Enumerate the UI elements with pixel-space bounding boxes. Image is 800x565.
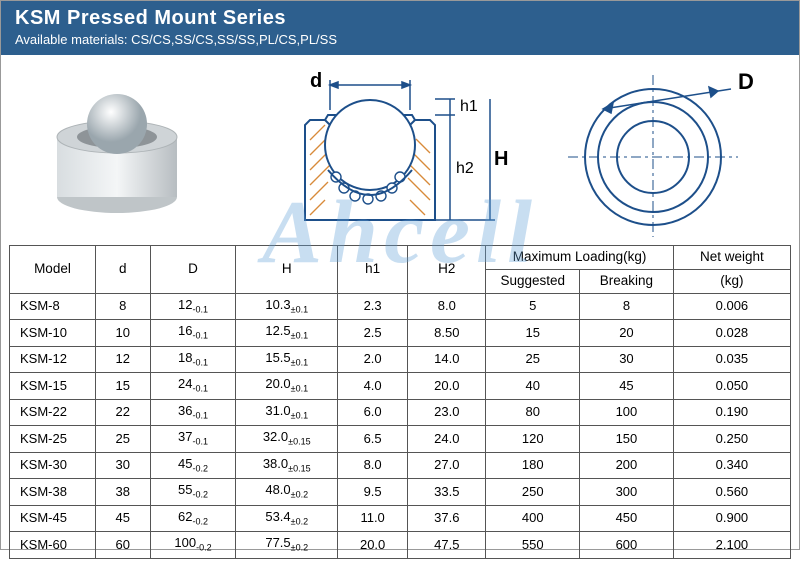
table-row: KSM-303045-0.238.0±0.158.027.01802000.34… <box>10 452 791 478</box>
page-title: KSM Pressed Mount Series <box>15 7 785 30</box>
col-h1: h1 <box>337 246 407 294</box>
col-model: Model <box>10 246 96 294</box>
col-H: H <box>236 246 338 294</box>
table-row: KSM-101016-0.112.5±0.12.58.5015200.028 <box>10 320 791 346</box>
col-breaking: Breaking <box>580 269 674 293</box>
diagram-row: d h1 h2 H D <box>1 55 799 245</box>
materials-subtitle: Available materials: CS/CS,SS/CS,SS/SS,P… <box>15 32 785 47</box>
header-bar: KSM Pressed Mount Series Available mater… <box>1 1 799 55</box>
table-row: KSM-6060100-0.277.5±0.220.047.55506002.1… <box>10 532 791 558</box>
table-row: KSM-151524-0.120.0±0.14.020.040450.050 <box>10 373 791 399</box>
col-maxload: Maximum Loading(kg) <box>486 246 673 270</box>
top-view-diagram: D <box>563 67 763 237</box>
product-render <box>37 82 197 222</box>
table-row: KSM-121218-0.115.5±0.12.014.025300.035 <box>10 346 791 372</box>
col-kg: (kg) <box>673 269 790 293</box>
col-H2: H2 <box>408 246 486 294</box>
table-row: KSM-222236-0.131.0±0.16.023.0801000.190 <box>10 399 791 425</box>
table-row: KSM-383855-0.248.0±0.29.533.52503000.560 <box>10 479 791 505</box>
label-d: d <box>310 70 322 92</box>
col-netweight: Net weight <box>673 246 790 270</box>
spec-table: Model d D H h1 H2 Maximum Loading(kg) Ne… <box>9 245 791 559</box>
cross-section-diagram: d h1 h2 H <box>250 65 510 240</box>
label-h1: h1 <box>460 98 478 115</box>
label-h2: h2 <box>456 160 474 177</box>
table-row: KSM-8812-0.110.3±0.12.38.0580.006 <box>10 293 791 319</box>
table-row: KSM-252537-0.132.0±0.156.524.01201500.25… <box>10 426 791 452</box>
col-D: D <box>150 246 236 294</box>
col-suggested: Suggested <box>486 269 580 293</box>
table-row: KSM-454562-0.253.4±0.211.037.64004500.90… <box>10 505 791 531</box>
spec-table-wrap: Model d D H h1 H2 Maximum Loading(kg) Ne… <box>1 245 799 565</box>
label-H: H <box>494 148 508 170</box>
col-d: d <box>95 246 150 294</box>
label-D: D <box>738 69 754 94</box>
